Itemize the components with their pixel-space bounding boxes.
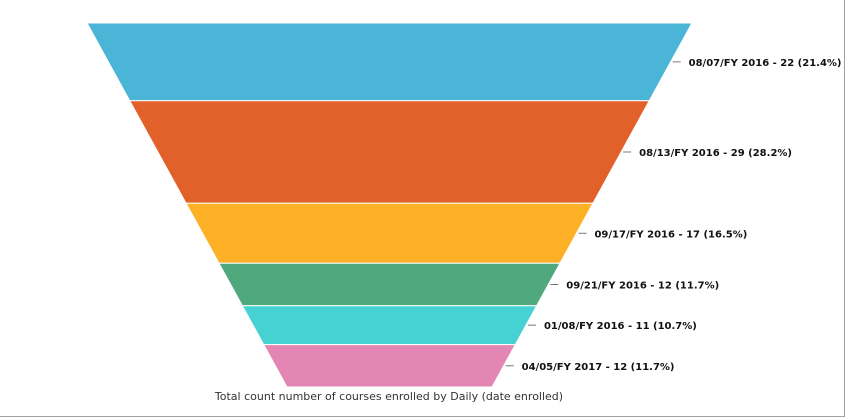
funnel-segment-4[interactable] bbox=[218, 262, 561, 307]
data-label: 04/05/FY 2017 - 12 (11.7%) bbox=[522, 362, 675, 373]
funnel-segment-5[interactable] bbox=[241, 305, 538, 346]
funnel-segment-2[interactable] bbox=[128, 100, 651, 204]
funnel-segment-1[interactable] bbox=[86, 22, 693, 102]
funnel-segment-6[interactable] bbox=[262, 344, 517, 388]
data-label: 01/08/FY 2016 - 11 (10.7%) bbox=[544, 321, 697, 332]
data-label: 09/17/FY 2016 - 17 (16.5%) bbox=[594, 229, 747, 240]
data-label: 08/13/FY 2016 - 29 (28.2%) bbox=[639, 148, 792, 159]
data-label: 08/07/FY 2016 - 22 (21.4%) bbox=[689, 58, 842, 69]
chart-caption: Total count number of courses enrolled b… bbox=[214, 390, 564, 403]
funnel-segment-3[interactable] bbox=[185, 202, 594, 264]
data-label: 09/21/FY 2016 - 12 (11.7%) bbox=[566, 281, 719, 292]
